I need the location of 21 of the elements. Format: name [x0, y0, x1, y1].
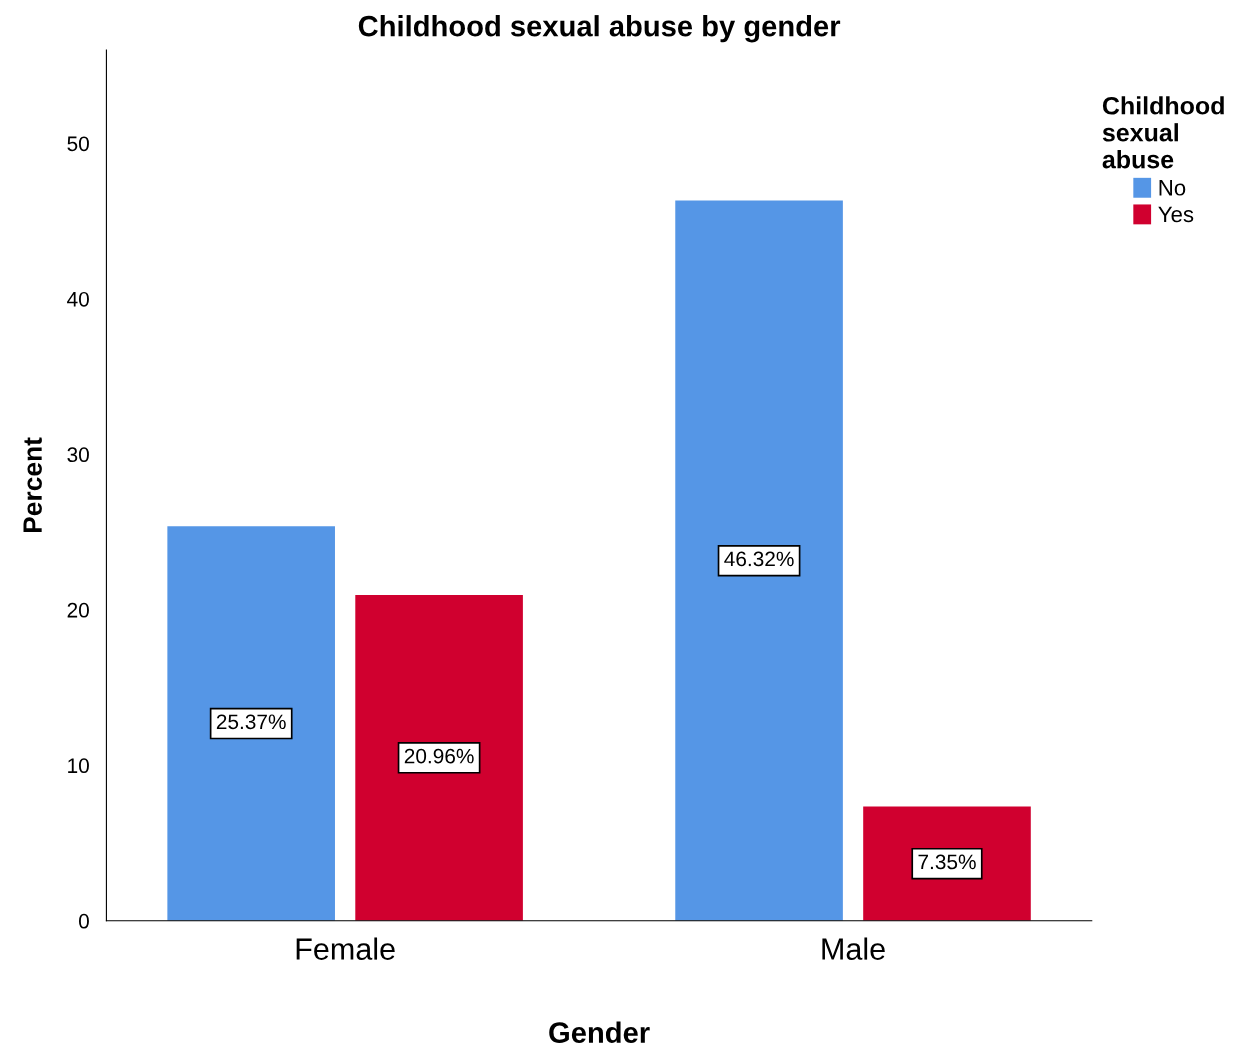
y-tick-label: 50: [67, 136, 89, 152]
x-tick-label: Male: [822, 937, 885, 960]
bar: [167, 526, 335, 921]
bar: [355, 594, 523, 921]
y-tick-label: 0: [78, 913, 89, 929]
chart-title: Childhood sexual abuse by gender: [358, 15, 841, 43]
x-axis-title: Gender: [549, 1021, 650, 1043]
bar: [675, 200, 843, 921]
data-label: 46.32%: [724, 551, 794, 567]
data-label: 7.35%: [918, 854, 976, 870]
y-tick-label: 20: [67, 602, 89, 618]
y-axis-title: Percent: [23, 437, 42, 533]
y-tick-label: 10: [68, 758, 89, 774]
x-tick-label: Female: [296, 937, 395, 960]
legend-title: Childhood sexual abuse: [1102, 96, 1224, 169]
y-tick-label: 40: [67, 291, 89, 307]
legend-label: No: [1159, 180, 1186, 196]
legend-label: Yes: [1158, 206, 1194, 223]
data-label: 20.96%: [404, 748, 474, 764]
y-tick-label: 30: [67, 447, 89, 463]
data-label: 25.37%: [216, 714, 286, 730]
